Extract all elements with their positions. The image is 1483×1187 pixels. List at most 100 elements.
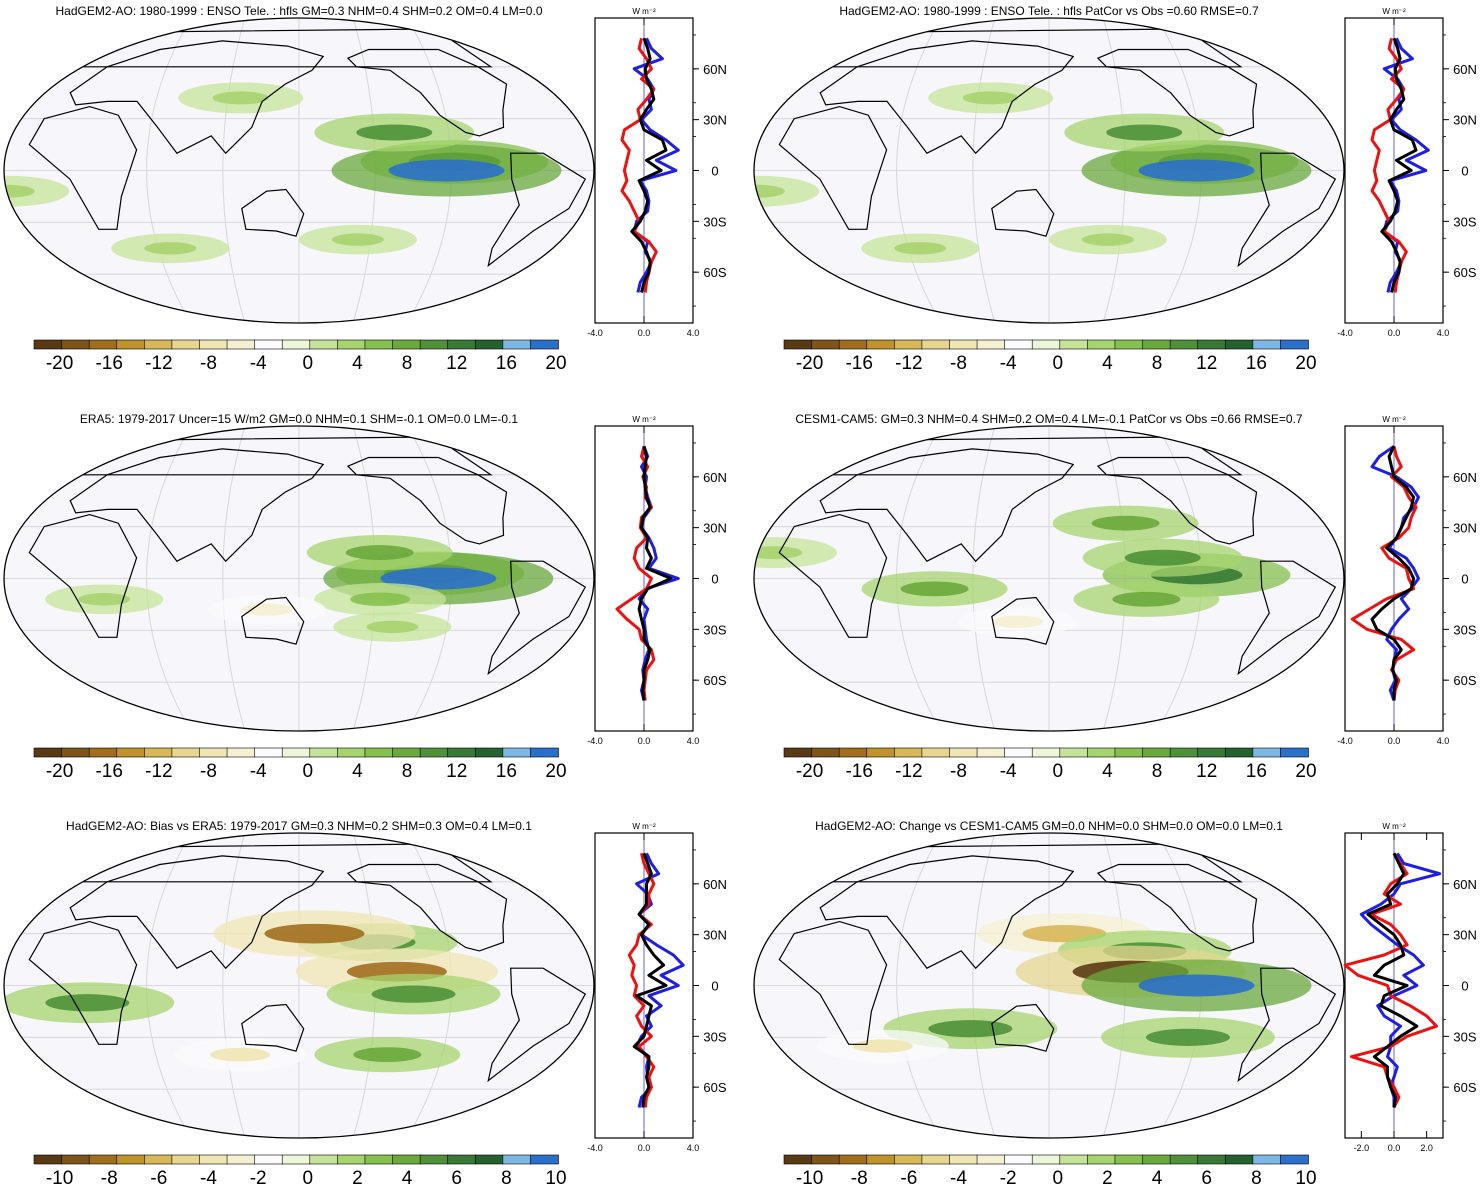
coastline [991, 188, 1055, 237]
graticule-lon [146, 18, 192, 323]
profile-line-red [627, 852, 656, 1108]
colorbar-label: -4 [250, 353, 267, 374]
colorbar-label: -20 [46, 353, 73, 374]
graticule-lon [896, 18, 942, 323]
profile-xtick-label: 4.0 [1437, 736, 1450, 746]
coastline [1237, 560, 1337, 676]
colorbar-swatch [949, 747, 978, 758]
graticule-lon [896, 833, 942, 1138]
panel-title: HadGEM2-AO: 1980-1999 : ENSO Tele. : hfl… [839, 4, 1259, 18]
colorbar-swatch [1169, 1154, 1199, 1165]
coastline [830, 843, 1243, 883]
field-core [240, 603, 293, 616]
colorbar-swatch [949, 1154, 978, 1165]
profile-line-red [1350, 445, 1418, 701]
graticule-lon [146, 426, 192, 731]
colorbar-label: -12 [895, 761, 922, 782]
colorbar-label: -2 [250, 1168, 267, 1187]
field-core [45, 994, 130, 1012]
coastline [28, 105, 138, 230]
field-core [928, 1020, 1013, 1038]
colorbar-swatch [419, 339, 449, 350]
colorbar-swatch [171, 1154, 201, 1165]
field-core [212, 91, 269, 105]
colorbar-label: -6 [150, 1168, 167, 1187]
coastline [241, 188, 305, 237]
coastline [241, 1003, 305, 1052]
colorbar-swatch [474, 339, 504, 350]
coastline [69, 40, 325, 155]
colorbar-swatch [226, 1154, 256, 1165]
colorbar-label: -10 [796, 1168, 823, 1187]
colorbar-label: -6 [900, 1168, 917, 1187]
field-core [754, 546, 803, 560]
colorbar-swatch [811, 339, 840, 350]
profile-xtick-label: -4.0 [1337, 328, 1353, 338]
field-core [353, 1047, 422, 1063]
profile-line-black [1370, 445, 1416, 701]
colorbar-swatch [894, 747, 923, 758]
coastline [819, 855, 1075, 970]
field-core [1106, 124, 1183, 141]
profile-units: W m⁻² [632, 822, 656, 831]
coastline [241, 596, 305, 645]
colorbar-label: 0 [1053, 761, 1064, 782]
colorbar-swatch [1197, 747, 1227, 758]
graticule-lon [222, 18, 246, 323]
colorbar-label: 0 [303, 353, 314, 374]
coastline [778, 105, 888, 230]
coastline [28, 513, 138, 638]
colorbar-swatch [171, 339, 201, 350]
colorbar-swatch [811, 1154, 840, 1165]
coastline [1096, 863, 1258, 952]
profile-line-black [1366, 852, 1419, 1108]
profile-ytick-label: 0 [711, 572, 718, 587]
colorbar-swatch [144, 747, 173, 758]
graticule-lon [222, 426, 246, 731]
colorbar-swatch [1031, 339, 1061, 350]
profile-ytick-label: 60S [703, 1080, 726, 1095]
profile-xtick-label: 4.0 [687, 328, 700, 338]
colorbar-label: -4 [1000, 353, 1017, 374]
colorbar-swatch [1252, 339, 1282, 350]
colorbar-swatch [88, 1154, 118, 1165]
colorbar-swatch [447, 747, 477, 758]
field-core [366, 620, 419, 634]
coastline [991, 596, 1055, 645]
graticule-lon [146, 833, 192, 1138]
colorbar-label: 20 [1295, 353, 1316, 374]
colorbar-label: 8 [1152, 761, 1163, 782]
colorbar-swatch [530, 747, 559, 758]
colorbar-swatch [337, 1154, 366, 1165]
colorbar-swatch [199, 1154, 228, 1165]
profile-xtick-label: -4.0 [587, 1143, 603, 1153]
colorbar-label: 12 [446, 353, 467, 374]
colorbar-label: -12 [895, 353, 922, 374]
colorbar-label: -16 [845, 353, 872, 374]
colorbar-swatch [783, 747, 813, 758]
profile-xtick-label: 0.0 [1388, 328, 1401, 338]
panel-1: HadGEM2-AO: 1980-1999 : ENSO Tele. : hfl… [3, 4, 727, 374]
profile-ytick-label: 60S [703, 265, 726, 280]
profile-xtick-label: 4.0 [687, 736, 700, 746]
colorbar-label: 10 [1295, 1168, 1316, 1187]
coastline [1237, 152, 1337, 268]
colorbar-swatch [116, 1154, 146, 1165]
coastline [830, 436, 1243, 476]
profile-line-black [630, 37, 668, 293]
profile-ytick-label: 0 [1461, 979, 1468, 994]
colorbar-swatch [144, 339, 173, 350]
coastline [778, 920, 888, 1045]
colorbar-swatch [811, 747, 840, 758]
map-border [3, 17, 595, 324]
colorbar-swatch [866, 339, 896, 350]
colorbar-swatch [419, 1154, 449, 1165]
colorbar-swatch [1114, 747, 1144, 758]
colorbar-swatch [199, 339, 228, 350]
colorbar-label: 0 [303, 1168, 314, 1187]
profile-ytick-label: 60N [703, 470, 727, 485]
coastline [1237, 967, 1337, 1083]
colorbar-label: -8 [950, 353, 967, 374]
colorbar-label: -2 [1000, 1168, 1017, 1187]
